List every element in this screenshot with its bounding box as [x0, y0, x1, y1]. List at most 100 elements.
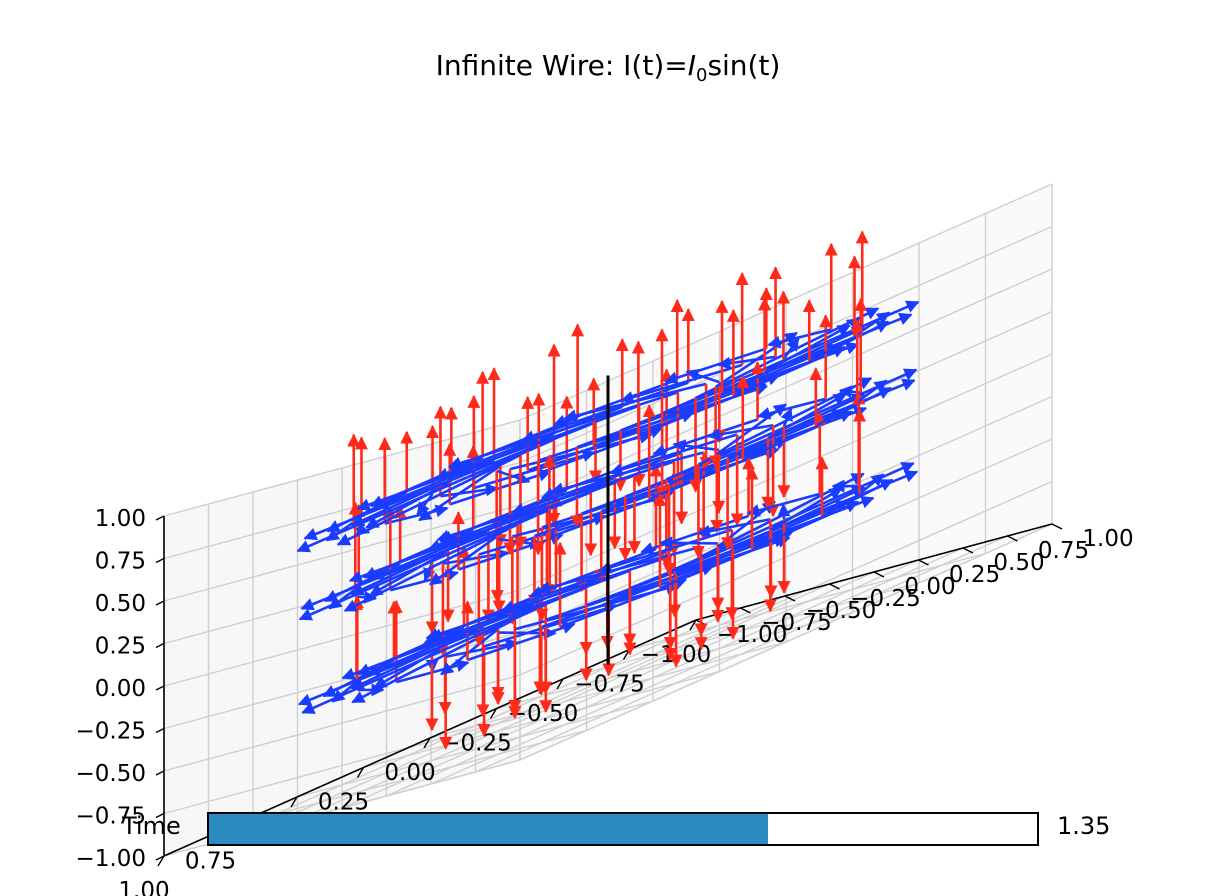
b-field-arrow: [782, 337, 800, 361]
b-field-arrow: [467, 621, 576, 662]
y-tick-label: 0.25: [949, 562, 1000, 588]
b-field-arrow: [301, 603, 547, 714]
x-tick-label: 0.00: [384, 760, 435, 786]
y-tick-mark: [1051, 523, 1063, 530]
slider-fill[interactable]: [209, 814, 768, 844]
grid-line: [629, 552, 986, 651]
z-tick-mark: [155, 642, 165, 649]
b-field-arrow: [742, 410, 853, 461]
b-field-arrow: [767, 393, 847, 440]
b-field-arrow: [336, 453, 522, 546]
b-field-arrow: [815, 386, 892, 427]
b-field-arrow: [858, 473, 885, 495]
y-tick-label: −1.00: [717, 622, 787, 648]
b-field-arrow: [559, 577, 688, 629]
b-field-arrow: [637, 382, 767, 437]
y-tick-mark: [829, 583, 840, 590]
grid-line: [297, 583, 830, 821]
b-field-arrow: [757, 397, 827, 420]
b-field-arrow: [445, 638, 519, 659]
grid-line: [519, 480, 1053, 719]
b-field-arrow: [298, 508, 551, 621]
grid-line: [163, 631, 521, 730]
b-field-arrow: [356, 404, 640, 511]
b-field-arrow: [540, 563, 715, 629]
grid-line: [208, 607, 741, 845]
b-field-arrow: [746, 492, 821, 517]
y-tick-label: 0.75: [1038, 538, 1089, 564]
grid-line: [163, 589, 521, 687]
x-tick-label: 0.75: [185, 849, 236, 875]
z-tick-label: 0.00: [95, 676, 146, 702]
b-field-arrow: [777, 503, 791, 520]
b-field-arrow: [425, 555, 671, 641]
b-field-arrow: [501, 547, 676, 613]
b-field-arrow: [296, 438, 555, 553]
z-tick-mark: [155, 600, 165, 606]
b-field-arrow: [652, 418, 758, 457]
grid-line: [163, 674, 521, 772]
z-tick-label: 1.00: [95, 506, 146, 532]
b-field-arrow: [348, 474, 635, 583]
b-field-arrow: [659, 536, 718, 550]
grid-line: [519, 523, 1053, 761]
x-tick-mark: [157, 855, 165, 867]
z-tick-mark: [155, 855, 165, 861]
b-field-arrow: [697, 517, 771, 538]
b-field-arrow: [780, 407, 793, 427]
b-field-arrow: [440, 628, 499, 676]
b-field-arrow: [447, 390, 679, 470]
z-tick-mark: [155, 557, 165, 564]
b-field-arrow: [343, 523, 519, 612]
y-tick-mark: [873, 571, 885, 578]
x-tick-label: −0.25: [441, 731, 511, 757]
x-tick-mark: [689, 619, 697, 631]
y-tick-label: −0.50: [806, 598, 876, 624]
b-field-arrow: [375, 432, 555, 510]
y-tick-label: 1.00: [1082, 526, 1133, 552]
b-field-arrow: [373, 645, 446, 689]
chart-title: Infinite Wire: I(t)=I0sin(t): [436, 49, 781, 86]
z-tick-label: 0.25: [95, 634, 146, 660]
b-field-arrow: [537, 545, 702, 594]
z-tick-label: −0.25: [76, 719, 146, 745]
time-slider[interactable]: Time 1.35: [0, 806, 1206, 850]
b-field-arrow: [675, 500, 849, 576]
z-tick-mark: [155, 812, 165, 819]
grid-line: [163, 716, 521, 815]
b-field-arrow: [369, 549, 449, 596]
b-field-arrow: [853, 311, 891, 338]
b-field-arrow: [436, 460, 675, 543]
b-field-arrow: [770, 487, 843, 531]
x-tick-label: −0.50: [508, 701, 578, 727]
b-field-arrow: [538, 425, 664, 475]
y-tick-label: −0.25: [850, 586, 920, 612]
b-field-arrow: [303, 421, 597, 541]
b-field-arrow: [659, 535, 787, 590]
z-tick-label: 0.50: [95, 591, 146, 617]
y-tick-mark: [784, 595, 796, 602]
x-tick-mark: [423, 737, 431, 749]
b-field-arrow: [300, 491, 592, 611]
b-field-arrow: [664, 347, 767, 385]
x-tick-label: −0.75: [574, 672, 644, 698]
y-tick-label: −0.75: [761, 610, 831, 636]
y-tick-label: 0.50: [993, 550, 1044, 576]
z-tick-label: −0.75: [76, 804, 146, 830]
b-field-arrow: [351, 618, 516, 704]
y-tick-mark: [962, 547, 974, 554]
x-tick-mark: [356, 767, 365, 778]
slider-track[interactable]: [207, 812, 1039, 846]
y-tick-label: 0.00: [904, 574, 955, 600]
b-field-arrow: [767, 328, 832, 349]
grid-line: [562, 582, 920, 680]
y-tick-mark: [740, 607, 751, 614]
b-field-arrow: [550, 451, 704, 496]
slider-label: Time: [122, 812, 181, 840]
b-field-arrow: [717, 355, 776, 370]
z-tick-mark: [155, 727, 165, 734]
b-field-arrow: [707, 423, 774, 441]
b-field-arrow: [365, 479, 452, 529]
z-tick-mark: [155, 685, 165, 691]
